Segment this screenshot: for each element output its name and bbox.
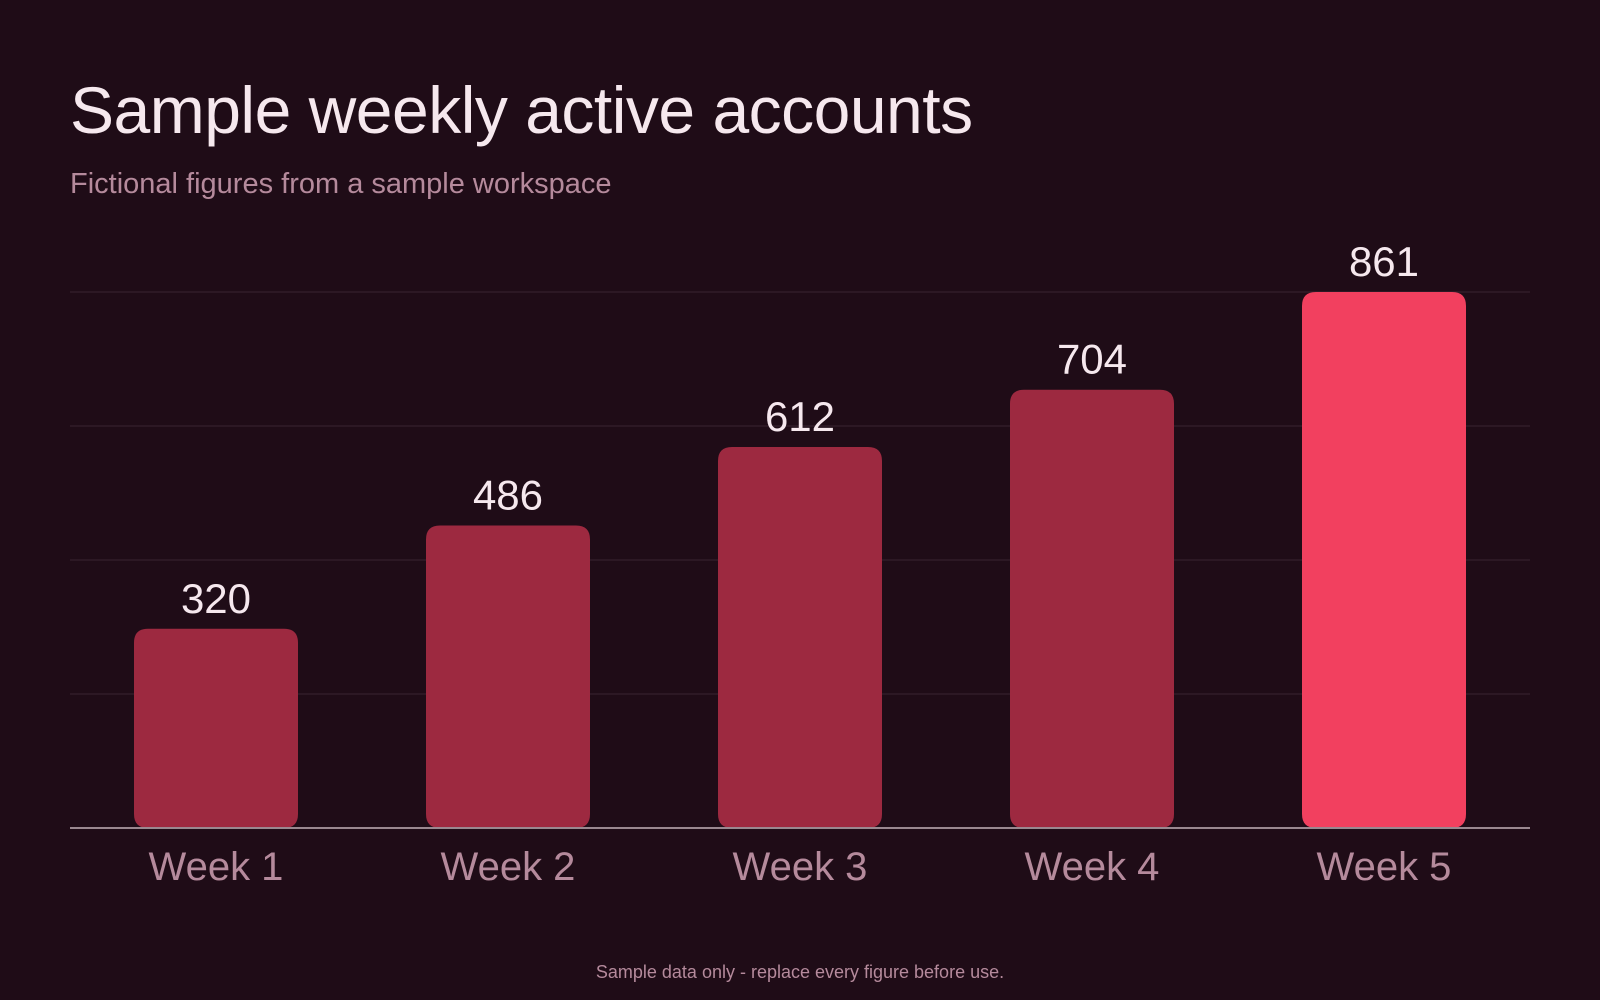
category-label-4: Week 4 — [1025, 845, 1160, 889]
value-label-3: 612 — [765, 393, 835, 440]
value-label-5: 861 — [1349, 238, 1419, 285]
bar-5 — [1302, 292, 1466, 828]
bar-3 — [718, 447, 882, 828]
chart-subtitle: Fictional figures from a sample workspac… — [70, 168, 612, 200]
bar-4 — [1010, 389, 1174, 828]
value-label-4: 704 — [1057, 336, 1127, 383]
chart-title: Sample weekly active accounts — [70, 73, 973, 147]
bar-1 — [134, 628, 298, 828]
value-label-2: 486 — [473, 471, 543, 518]
category-label-3: Week 3 — [733, 845, 868, 889]
category-label-5: Week 5 — [1317, 845, 1452, 889]
category-label-1: Week 1 — [149, 845, 284, 889]
bar-group — [134, 292, 1466, 828]
footnote: Sample data only - replace every figure … — [595, 962, 1005, 982]
category-label-2: Week 2 — [441, 845, 576, 889]
category-labels: Week 1 Week 2 Week 3 Week 4 Week 5 — [149, 845, 1452, 889]
bar-2 — [426, 525, 590, 828]
value-labels: 320 486 612 704 861 — [181, 238, 1419, 622]
value-label-1: 320 — [181, 575, 251, 622]
